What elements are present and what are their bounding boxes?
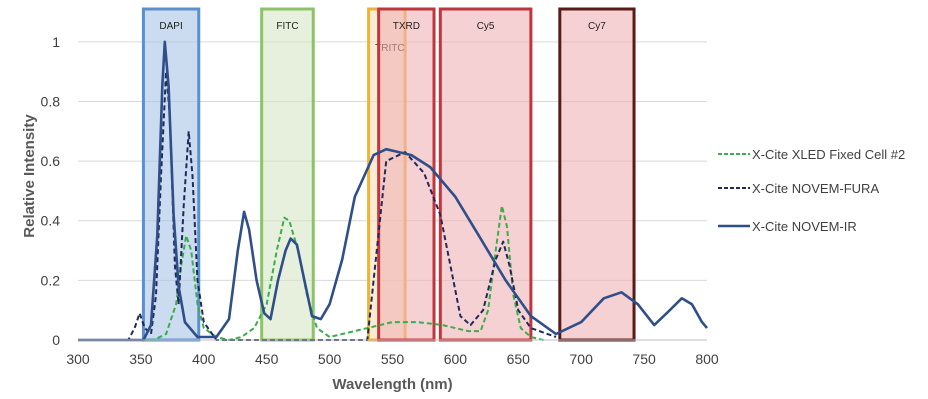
y-tick-label: 0.4	[41, 213, 61, 229]
x-tick-label: 750	[632, 351, 656, 367]
y-axis-title: Relative Intensity	[21, 114, 38, 238]
x-tick-label: 400	[192, 351, 216, 367]
band-cy5	[438, 7, 533, 342]
x-tick-label: 650	[507, 351, 531, 367]
y-tick-label: 0.2	[41, 272, 61, 288]
x-tick-label: 700	[570, 351, 594, 367]
axes: 0 0.2 0.4 0.6 0.8 1 300 350 400 450 500 550 600 650 70…	[41, 34, 719, 367]
band-txrd	[377, 7, 436, 342]
y-tick-label: 0.8	[41, 93, 61, 109]
series-lines	[78, 40, 708, 342]
band-label-cy7: Cy7	[588, 21, 606, 32]
y-tick-label: 1	[52, 34, 60, 50]
legend-label-0: X-Cite XLED Fixed Cell #2	[752, 147, 905, 162]
x-axis-title: Wavelength (nm)	[332, 376, 452, 393]
x-tick-label: 300	[66, 351, 90, 367]
filter-bands: DAPIFITCTRITCTXRDCy5Cy7	[141, 7, 636, 342]
band-label-cy5: Cy5	[477, 21, 495, 32]
series-line-2	[78, 40, 708, 342]
x-tick-label: 350	[129, 351, 153, 367]
x-tick-label: 450	[255, 351, 279, 367]
band-label-txrd: TXRD	[393, 21, 420, 32]
legend-label-2: X-Cite NOVEM-IR	[752, 219, 857, 234]
y-tick-label: 0	[52, 332, 60, 348]
x-tick-label: 600	[444, 351, 468, 367]
band-label-dapi: DAPI	[159, 21, 182, 32]
legend-label-1: X-Cite NOVEM-FURA	[752, 181, 879, 196]
band-label-fitc: FITC	[276, 21, 298, 32]
x-tick-label: 800	[695, 351, 719, 367]
series-line-1	[78, 70, 557, 341]
x-tick-label: 500	[318, 351, 342, 367]
band-cy7	[558, 7, 636, 342]
y-tick-label: 0.6	[41, 153, 61, 169]
x-tick-label: 550	[381, 351, 405, 367]
legend: X-Cite XLED Fixed Cell #2 X-Cite NOVEM-FU…	[718, 147, 905, 234]
